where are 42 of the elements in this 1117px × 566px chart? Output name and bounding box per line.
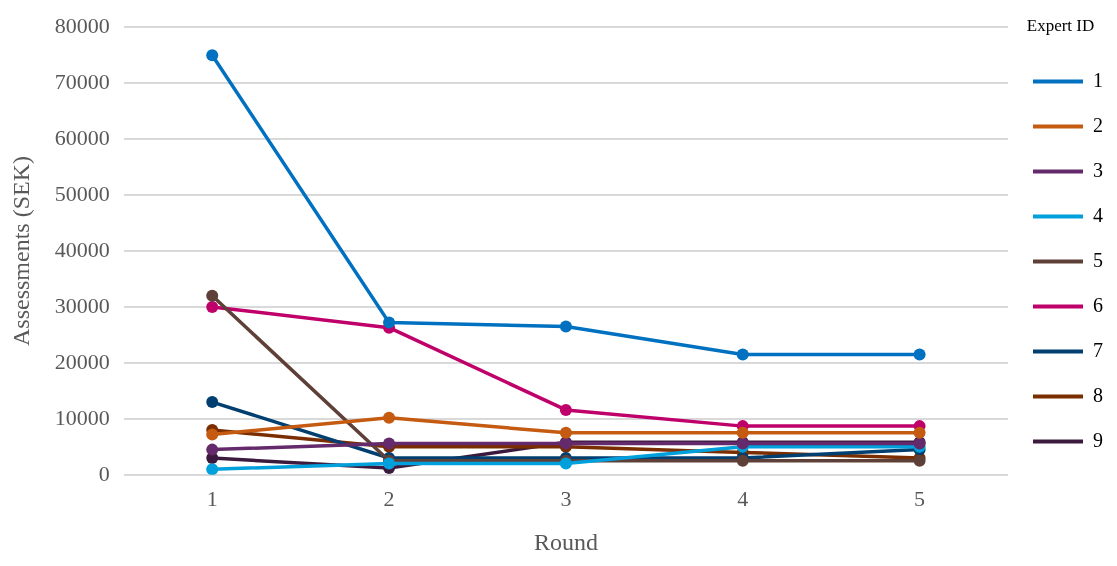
point (736, 348, 749, 361)
y-tick-label: 30000 (54, 292, 110, 318)
legend-label: 9 (1093, 428, 1103, 451)
legend-label: 8 (1093, 383, 1103, 406)
x-axis-title: Round (533, 528, 598, 555)
legend-label: 7 (1093, 338, 1103, 361)
y-tick-label: 0 (98, 460, 110, 486)
x-tick-label: 5 (914, 485, 926, 511)
y-tick-label: 50000 (54, 180, 110, 206)
legend-label: 1 (1093, 68, 1103, 91)
x-tick-label: 1 (206, 485, 218, 511)
legend-label: 5 (1093, 248, 1103, 271)
point (913, 426, 926, 439)
y-tick-label: 60000 (54, 124, 110, 150)
point (206, 289, 219, 302)
point (559, 426, 572, 439)
x-tick-label: 4 (737, 485, 749, 511)
legend-label: 4 (1093, 203, 1103, 226)
point (383, 316, 396, 329)
y-tick-label: 70000 (54, 68, 110, 94)
point (206, 49, 219, 62)
point (206, 443, 219, 456)
legend-label: 6 (1093, 293, 1103, 316)
x-tick-label: 2 (383, 485, 395, 511)
y-axis-title: Assessments (SEK) (7, 156, 34, 346)
point (559, 403, 572, 416)
y-tick-label: 20000 (54, 348, 110, 374)
point (736, 426, 749, 439)
point (913, 348, 926, 361)
point (206, 463, 219, 475)
point (206, 396, 219, 409)
point (206, 300, 219, 313)
point (559, 320, 572, 333)
y-tick-label: 80000 (54, 12, 110, 38)
point (206, 428, 219, 441)
x-tick-label: 3 (560, 485, 572, 511)
legend-label: 2 (1093, 113, 1103, 136)
point (383, 411, 396, 424)
y-tick-label: 40000 (54, 236, 110, 262)
legend-label: 3 (1093, 158, 1103, 181)
y-tick-label: 10000 (54, 404, 110, 430)
legend-title: Expert ID (1026, 15, 1095, 35)
